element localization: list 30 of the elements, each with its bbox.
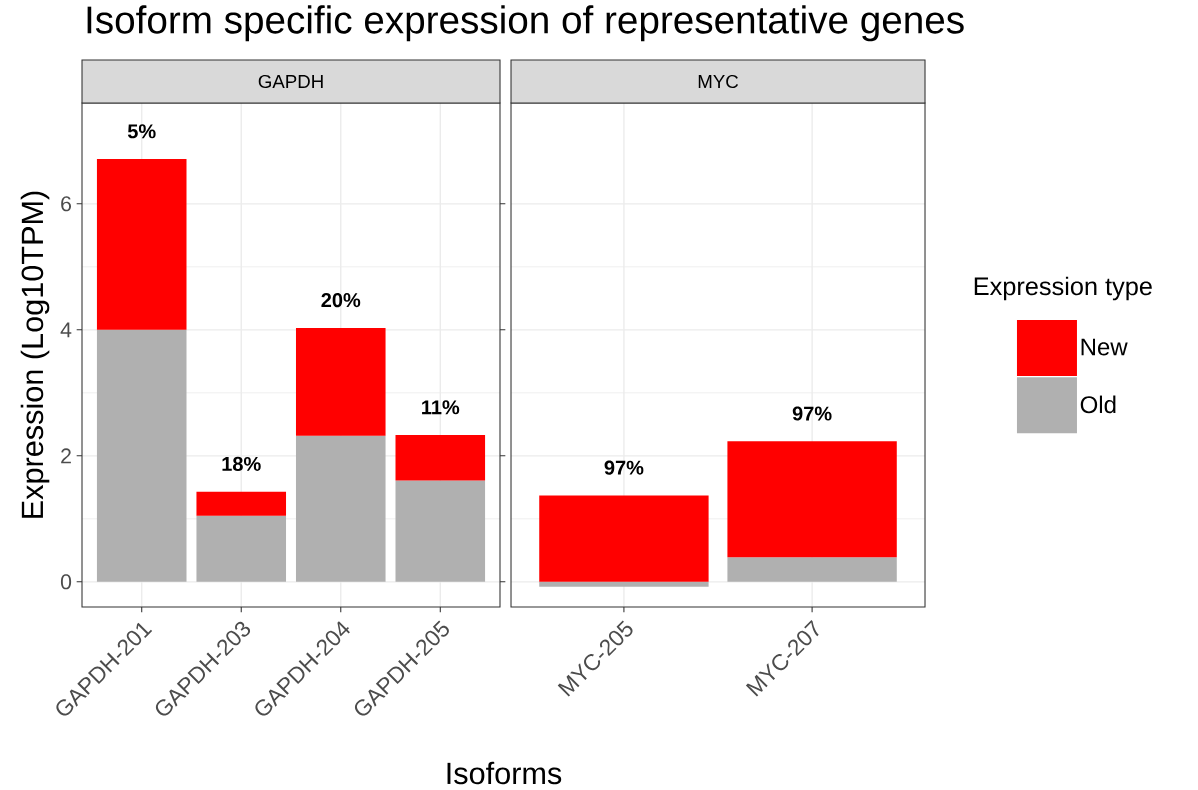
bar [295, 327, 386, 436]
legend-label: New [1081, 338, 1128, 356]
bar [395, 480, 486, 582]
annotation: 18% [222, 456, 261, 471]
legend-title: Expression type [974, 276, 1152, 301]
bar [395, 435, 486, 481]
bar [727, 441, 897, 558]
x-axis-title: Isoforms [447, 761, 562, 785]
legend-label: Old [1080, 395, 1116, 414]
annotation: 97% [792, 406, 832, 421]
y-tick-label: 6 [61, 196, 72, 212]
bar [96, 159, 187, 330]
y-axis-title: Expression (Log10TPM) [20, 191, 50, 518]
y-tick-label: 0 [60, 574, 72, 590]
chart-title: Isoform specific expression of representative genes [87, 5, 964, 42]
y-tick-label: 4 [60, 322, 72, 338]
bar [196, 515, 287, 582]
annotation: 5% [127, 124, 156, 139]
bar [539, 495, 709, 582]
annotation: 11% [422, 400, 460, 415]
chart-subtitle: GAPDH [258, 74, 323, 89]
y-tick-label: 2 [61, 448, 71, 464]
bar [196, 491, 287, 516]
annotation: 97% [604, 460, 644, 475]
bar [727, 557, 897, 582]
bar [539, 581, 709, 587]
bar [96, 329, 187, 582]
annotation: 20% [321, 293, 361, 308]
chart-subtitle: MYC [698, 74, 739, 89]
bar [295, 435, 386, 582]
